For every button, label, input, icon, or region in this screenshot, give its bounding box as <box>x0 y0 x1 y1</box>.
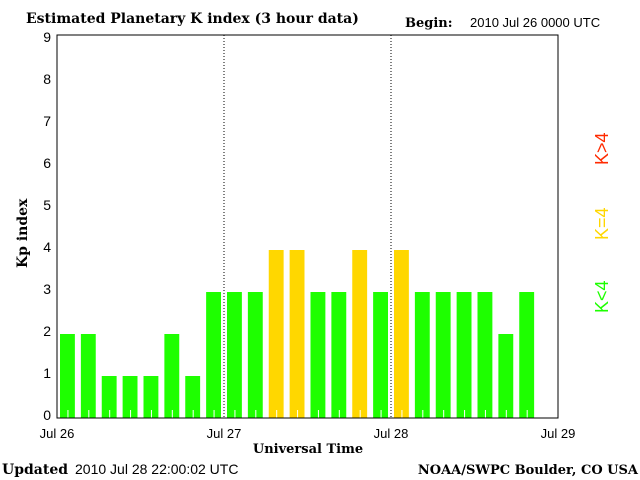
kp-bar <box>310 292 326 418</box>
y-tick-label: 3 <box>43 281 51 297</box>
updated-label: Updated <box>2 462 68 478</box>
kp-bar <box>268 250 284 418</box>
y-tick-label: 9 <box>43 29 51 45</box>
kp-bar <box>206 292 221 418</box>
chart-title: Estimated Planetary K index (3 hour data… <box>26 11 359 27</box>
kp-bar <box>394 250 409 418</box>
kp-bar <box>101 376 117 418</box>
kp-bar <box>414 292 430 418</box>
x-tick-label: Jul 29 <box>541 426 576 441</box>
y-axis-label: Kp index <box>15 198 31 268</box>
kp-bar <box>122 376 138 418</box>
begin-label: Begin: <box>405 16 453 31</box>
begin-value: 2010 Jul 26 0000 UTC <box>470 15 600 30</box>
kp-bar <box>456 292 472 418</box>
x-tick-label: Jul 28 <box>374 426 409 441</box>
x-tick-label: Jul 26 <box>40 426 75 441</box>
y-tick-label: 4 <box>43 239 51 255</box>
y-tick-label: 0 <box>43 407 51 423</box>
y-tick-label: 2 <box>43 323 51 339</box>
legend-k-eq-4: K=4 <box>592 207 612 240</box>
kp-bar <box>352 250 368 418</box>
kp-bar <box>373 292 388 418</box>
kp-bar <box>185 376 201 418</box>
kp-bar <box>60 334 75 418</box>
x-axis-label: Universal Time <box>253 442 363 457</box>
y-tick-label: 5 <box>43 197 51 213</box>
kp-bar <box>289 250 305 418</box>
x-tick-label: Jul 27 <box>207 426 242 441</box>
kp-bar <box>227 292 242 418</box>
updated-value: 2010 Jul 28 22:00:02 UTC <box>75 461 238 477</box>
plot-frame <box>56 34 559 419</box>
kp-bar <box>247 292 263 418</box>
y-tick-label: 1 <box>43 365 51 381</box>
kp-bar <box>519 292 535 418</box>
kp-bar <box>435 292 451 418</box>
legend-k-lt-4: K<4 <box>592 280 612 313</box>
y-tick-label: 7 <box>43 113 51 129</box>
y-tick-label: 8 <box>43 71 51 87</box>
kp-bar <box>143 376 159 418</box>
legend-k-gt-4: K>4 <box>592 132 612 165</box>
kp-bar <box>498 334 514 418</box>
kp-bar <box>164 334 180 418</box>
kp-bar <box>477 292 493 418</box>
source-credit: NOAA/SWPC Boulder, CO USA <box>418 463 639 478</box>
kp-bar <box>80 334 96 418</box>
y-tick-label: 6 <box>43 155 51 171</box>
kp-bar <box>331 292 347 418</box>
